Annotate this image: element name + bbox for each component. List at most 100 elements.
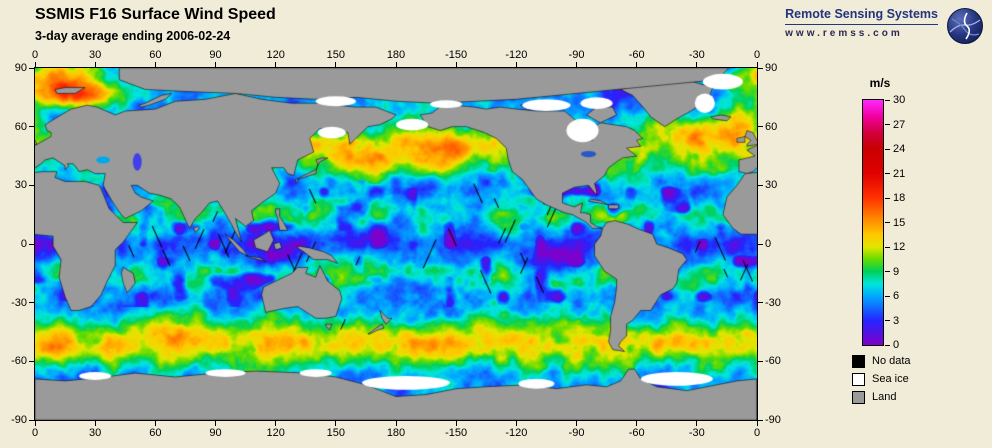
lon-tick-mark-top bbox=[576, 62, 577, 67]
lon-tick-mark-bottom bbox=[154, 421, 156, 426]
page-subtitle: 3-day average ending 2006-02-24 bbox=[35, 29, 231, 43]
lon-tick-mark-bottom bbox=[94, 421, 96, 426]
lon-tick-label-bottom: -120 bbox=[505, 427, 528, 439]
lon-tick-label-top: 90 bbox=[209, 49, 222, 61]
lon-tick-mark-bottom bbox=[756, 421, 758, 426]
lon-tick-label-bottom: 30 bbox=[89, 427, 102, 439]
lon-tick-label-bottom: -30 bbox=[688, 427, 705, 439]
lon-tick-label-top: 180 bbox=[386, 49, 406, 61]
lat-tick-mark-left bbox=[29, 67, 34, 69]
colorbar-tick-label: 27 bbox=[893, 118, 906, 131]
page-title: SSMIS F16 Surface Wind Speed bbox=[35, 6, 276, 23]
lon-tick-mark-bottom bbox=[455, 421, 457, 426]
colorbar-tick-mark bbox=[885, 222, 890, 223]
colorbar-tick-mark bbox=[885, 173, 890, 174]
map-frame bbox=[34, 67, 758, 421]
lon-tick-label-bottom: 60 bbox=[149, 427, 162, 439]
legend-row: Land bbox=[852, 390, 896, 404]
lat-tick-label-left: 0 bbox=[20, 238, 27, 250]
lon-tick-label-top: -150 bbox=[445, 49, 468, 61]
legend-swatch-land bbox=[852, 390, 865, 404]
colorbar bbox=[862, 99, 884, 346]
lon-tick-label-bottom: 150 bbox=[326, 427, 345, 439]
colorbar-tick-mark bbox=[885, 246, 890, 248]
lon-tick-mark-bottom bbox=[215, 421, 216, 426]
lon-tick-label-top: 120 bbox=[266, 49, 285, 61]
lon-tick-mark-top bbox=[756, 62, 758, 67]
lon-tick-mark-bottom bbox=[275, 421, 277, 426]
colorbar-tick-mark bbox=[885, 99, 890, 101]
lon-tick-label-bottom: -150 bbox=[445, 427, 468, 439]
lon-tick-label-top: -120 bbox=[505, 49, 528, 61]
colorbar-tick-label: 3 bbox=[893, 314, 900, 327]
lat-tick-label-right: -60 bbox=[765, 355, 781, 368]
colorbar-tick-mark bbox=[885, 271, 890, 272]
lat-tick-label-left: 30 bbox=[14, 179, 27, 192]
lon-tick-mark-top bbox=[515, 62, 517, 67]
colorbar-tick-mark bbox=[885, 295, 890, 297]
lat-tick-mark-right bbox=[758, 419, 763, 421]
lon-tick-mark-top bbox=[275, 62, 277, 67]
legend-swatch-no-data bbox=[852, 354, 865, 368]
colorbar-tick-mark bbox=[885, 320, 890, 321]
lon-tick-label-bottom: -60 bbox=[628, 427, 645, 439]
lat-tick-mark-left bbox=[29, 302, 34, 304]
lon-tick-mark-bottom bbox=[636, 421, 638, 426]
lat-tick-mark-right bbox=[758, 126, 763, 128]
world-wind-speed-map bbox=[35, 68, 757, 420]
lon-tick-label-bottom: 180 bbox=[386, 427, 406, 439]
brand-divider bbox=[785, 24, 938, 25]
lat-tick-mark-left bbox=[29, 419, 34, 421]
colorbar-tick-label: 30 bbox=[893, 94, 906, 106]
lon-tick-mark-bottom bbox=[395, 421, 397, 426]
lon-tick-label-top: 0 bbox=[753, 49, 761, 61]
lat-tick-mark-left bbox=[29, 243, 34, 245]
lat-tick-label-right: -30 bbox=[765, 296, 781, 309]
colorbar-tick-label: 15 bbox=[893, 216, 906, 229]
lat-tick-label-left: -30 bbox=[11, 296, 27, 309]
lat-tick-mark-right bbox=[758, 184, 763, 186]
lat-tick-mark-right bbox=[758, 360, 763, 362]
lon-tick-label-bottom: 90 bbox=[209, 427, 222, 439]
colorbar-tick-label: 21 bbox=[893, 167, 906, 180]
lon-tick-mark-top bbox=[94, 62, 96, 67]
lon-tick-label-top: -60 bbox=[628, 49, 645, 61]
lat-tick-label-right: 90 bbox=[765, 62, 778, 74]
lat-tick-mark-left bbox=[29, 184, 34, 186]
lat-tick-label-left: -90 bbox=[11, 414, 27, 426]
lon-tick-label-top: 30 bbox=[89, 49, 102, 61]
lat-tick-mark-right bbox=[758, 67, 763, 69]
lon-tick-mark-bottom bbox=[515, 421, 517, 426]
lon-tick-label-top: -90 bbox=[568, 49, 585, 61]
legend-row: No data bbox=[852, 354, 911, 368]
lon-tick-mark-top bbox=[636, 62, 638, 67]
colorbar-tick-label: 18 bbox=[893, 192, 906, 204]
colorbar-tick-mark bbox=[885, 148, 890, 150]
lat-tick-mark-right bbox=[758, 243, 763, 245]
lon-tick-label-top: 150 bbox=[326, 49, 345, 61]
legend-row: Sea ice bbox=[852, 372, 909, 386]
colorbar-tick-label: 0 bbox=[893, 339, 900, 351]
lon-tick-label-top: -30 bbox=[688, 49, 705, 61]
lon-tick-mark-bottom bbox=[34, 421, 36, 426]
brand-text: Remote Sensing Systems www.remss.com bbox=[785, 7, 938, 39]
branding-block: Remote Sensing Systems www.remss.com bbox=[785, 7, 984, 45]
colorbar-tick-mark bbox=[885, 197, 890, 199]
lon-tick-mark-bottom bbox=[335, 421, 337, 426]
lon-tick-label-bottom: 0 bbox=[753, 427, 761, 439]
lat-tick-mark-left bbox=[29, 360, 34, 362]
colorbar-tick-mark bbox=[885, 124, 890, 125]
lat-tick-label-right: 30 bbox=[765, 179, 778, 192]
lon-tick-mark-top bbox=[696, 62, 698, 67]
legend-label: Sea ice bbox=[872, 373, 909, 385]
lon-tick-label-bottom: 120 bbox=[266, 427, 285, 439]
remss-globe-logo-icon bbox=[946, 7, 984, 45]
lon-tick-mark-top bbox=[455, 62, 457, 67]
colorbar-tick-label: 6 bbox=[893, 290, 900, 302]
lon-tick-mark-bottom bbox=[696, 421, 698, 426]
colorbar-tick-label: 9 bbox=[893, 265, 900, 278]
lon-tick-mark-top bbox=[395, 62, 397, 67]
lat-tick-label-right: 60 bbox=[765, 120, 778, 133]
lon-tick-label-top: 60 bbox=[149, 49, 162, 61]
